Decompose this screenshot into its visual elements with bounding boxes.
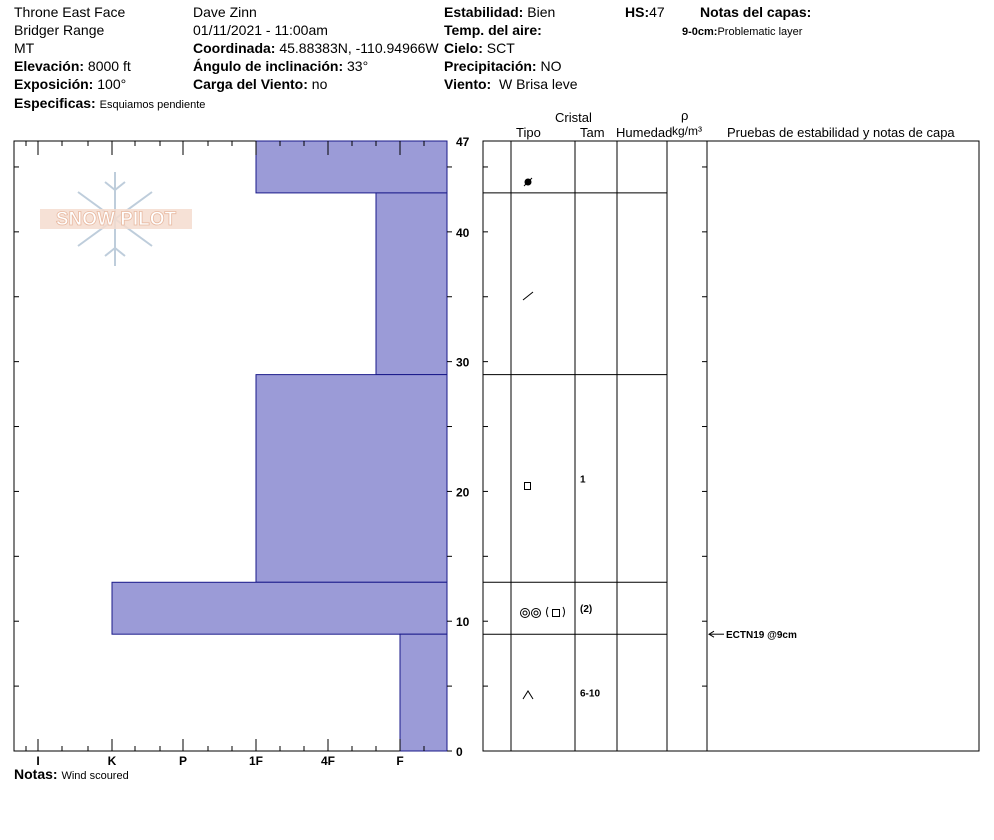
y-tick-label: 30 — [456, 356, 470, 370]
specifics-label: Especificas: — [14, 95, 96, 111]
sky-value: SCT — [486, 40, 515, 56]
precip-field: Precipitación: NO — [444, 58, 561, 74]
aspect-field: Exposición: 100° — [14, 76, 126, 92]
crystal-size-label: 1 — [580, 474, 586, 485]
state-name: MT — [14, 40, 35, 56]
elevation-value: 8000 ft — [87, 58, 131, 74]
x-tick-label: 4F — [321, 754, 335, 768]
stability-field: Estabilidad: Bien — [444, 4, 555, 20]
range-name: Bridger Range — [14, 22, 105, 38]
specifics-value: Esquiamos pendiente — [99, 99, 206, 111]
layer-note: 9-0cm:Problematic layer — [682, 24, 802, 40]
faceted-crystal-icon — [524, 482, 531, 490]
x-tick-label: P — [179, 754, 187, 768]
wind-label: Viento: — [444, 76, 492, 92]
wind-load-value: no — [311, 76, 328, 92]
observation-datetime: 01/11/2021 - 11:00am — [193, 22, 328, 38]
crystal-size-label: 6-10 — [580, 689, 600, 700]
hardness-bar-1 — [255, 140, 448, 194]
coords-label: Coordinada: — [193, 40, 276, 56]
wind-load-label: Carga del Viento: — [193, 76, 308, 92]
hs-value: 47 — [649, 4, 665, 20]
layer-notes-label: Notas del capas: — [700, 4, 812, 20]
y-tick-label: 20 — [456, 485, 470, 499]
x-tick-label: K — [108, 754, 117, 768]
crystal-symbols — [520, 177, 565, 700]
logo-text: SNOW PILOT — [56, 209, 177, 230]
sky-label: Cielo: — [444, 40, 483, 56]
slope-label: Ángulo de inclinación: — [193, 58, 344, 74]
x-tick-label: F — [396, 754, 403, 768]
melt-form-facet-icon — [520, 606, 565, 618]
crystal-size-label: (2) — [580, 604, 592, 615]
y-tick-label: 0 — [456, 745, 463, 759]
depth-hoar-icon — [522, 690, 534, 700]
stability-value: Bien — [527, 4, 556, 20]
slope-value: 33° — [347, 58, 369, 74]
aspect-value: 100° — [97, 76, 127, 92]
layer-note-range: 9-0cm: — [682, 26, 718, 38]
precip-label: Precipitación: — [444, 58, 537, 74]
stability-label: Estabilidad: — [444, 4, 524, 20]
density-unit: kg/m³ — [672, 124, 702, 138]
sky-field: Cielo: SCT — [444, 40, 515, 56]
size-header: Tam — [580, 125, 605, 140]
rounded-grain-icon — [523, 177, 533, 187]
air-temp-label: Temp. del aire: — [444, 22, 542, 38]
x-tick-label: I — [36, 754, 39, 768]
wind-field: Viento: W Brisa leve — [444, 76, 578, 92]
y-tick-label: 47 — [456, 135, 470, 149]
decomposed-particle-icon — [522, 291, 534, 301]
hardness-bar-3 — [255, 374, 448, 583]
crystal-header: Cristal — [555, 110, 592, 125]
hardness-bar-5 — [399, 633, 448, 752]
tests-header: Pruebas de estabilidad y notas de capa — [727, 125, 955, 140]
elevation-field: Elevación: 8000 ft — [14, 58, 131, 74]
hs-label: HS: — [625, 4, 650, 20]
wind-load-field: Carga del Viento: no — [193, 76, 327, 92]
location-name: Throne East Face — [14, 4, 126, 20]
hardness-bar-2 — [375, 192, 448, 376]
observer-name: Dave Zinn — [193, 4, 257, 20]
moisture-header: Humedad — [616, 125, 673, 140]
specifics-field: Especificas: Esquiamos pendiente — [14, 95, 205, 113]
notes-label: Notas: — [14, 766, 58, 782]
x-tick-label: 1F — [249, 754, 263, 768]
hardness-bar-4 — [111, 581, 448, 635]
type-header: Tipo — [516, 125, 541, 140]
y-tick-label: 40 — [456, 226, 470, 240]
aspect-label: Exposición: — [14, 76, 94, 92]
y-tick-label: 10 — [456, 615, 470, 629]
elevation-label: Elevación: — [14, 58, 85, 74]
layer-table-frame — [482, 140, 980, 752]
coords-value: 45.88383N, -110.94966W — [279, 40, 439, 56]
rho-header: ρ — [681, 108, 689, 123]
coords-field: Coordinada: 45.88383N, -110.94966W — [193, 40, 439, 56]
hs-field: HS:47 — [625, 4, 665, 20]
precip-value: NO — [540, 58, 562, 74]
wind-value: W Brisa leve — [498, 76, 578, 92]
stability-test-label: ECTN19 @9cm — [726, 630, 797, 641]
test-arrow-icon — [708, 630, 715, 638]
notes-value: Wind scoured — [61, 770, 129, 782]
notes-field: Notas: Wind scoured — [14, 766, 129, 784]
slope-field: Ángulo de inclinación: 33° — [193, 58, 368, 74]
layer-note-text: Problematic layer — [717, 26, 803, 38]
